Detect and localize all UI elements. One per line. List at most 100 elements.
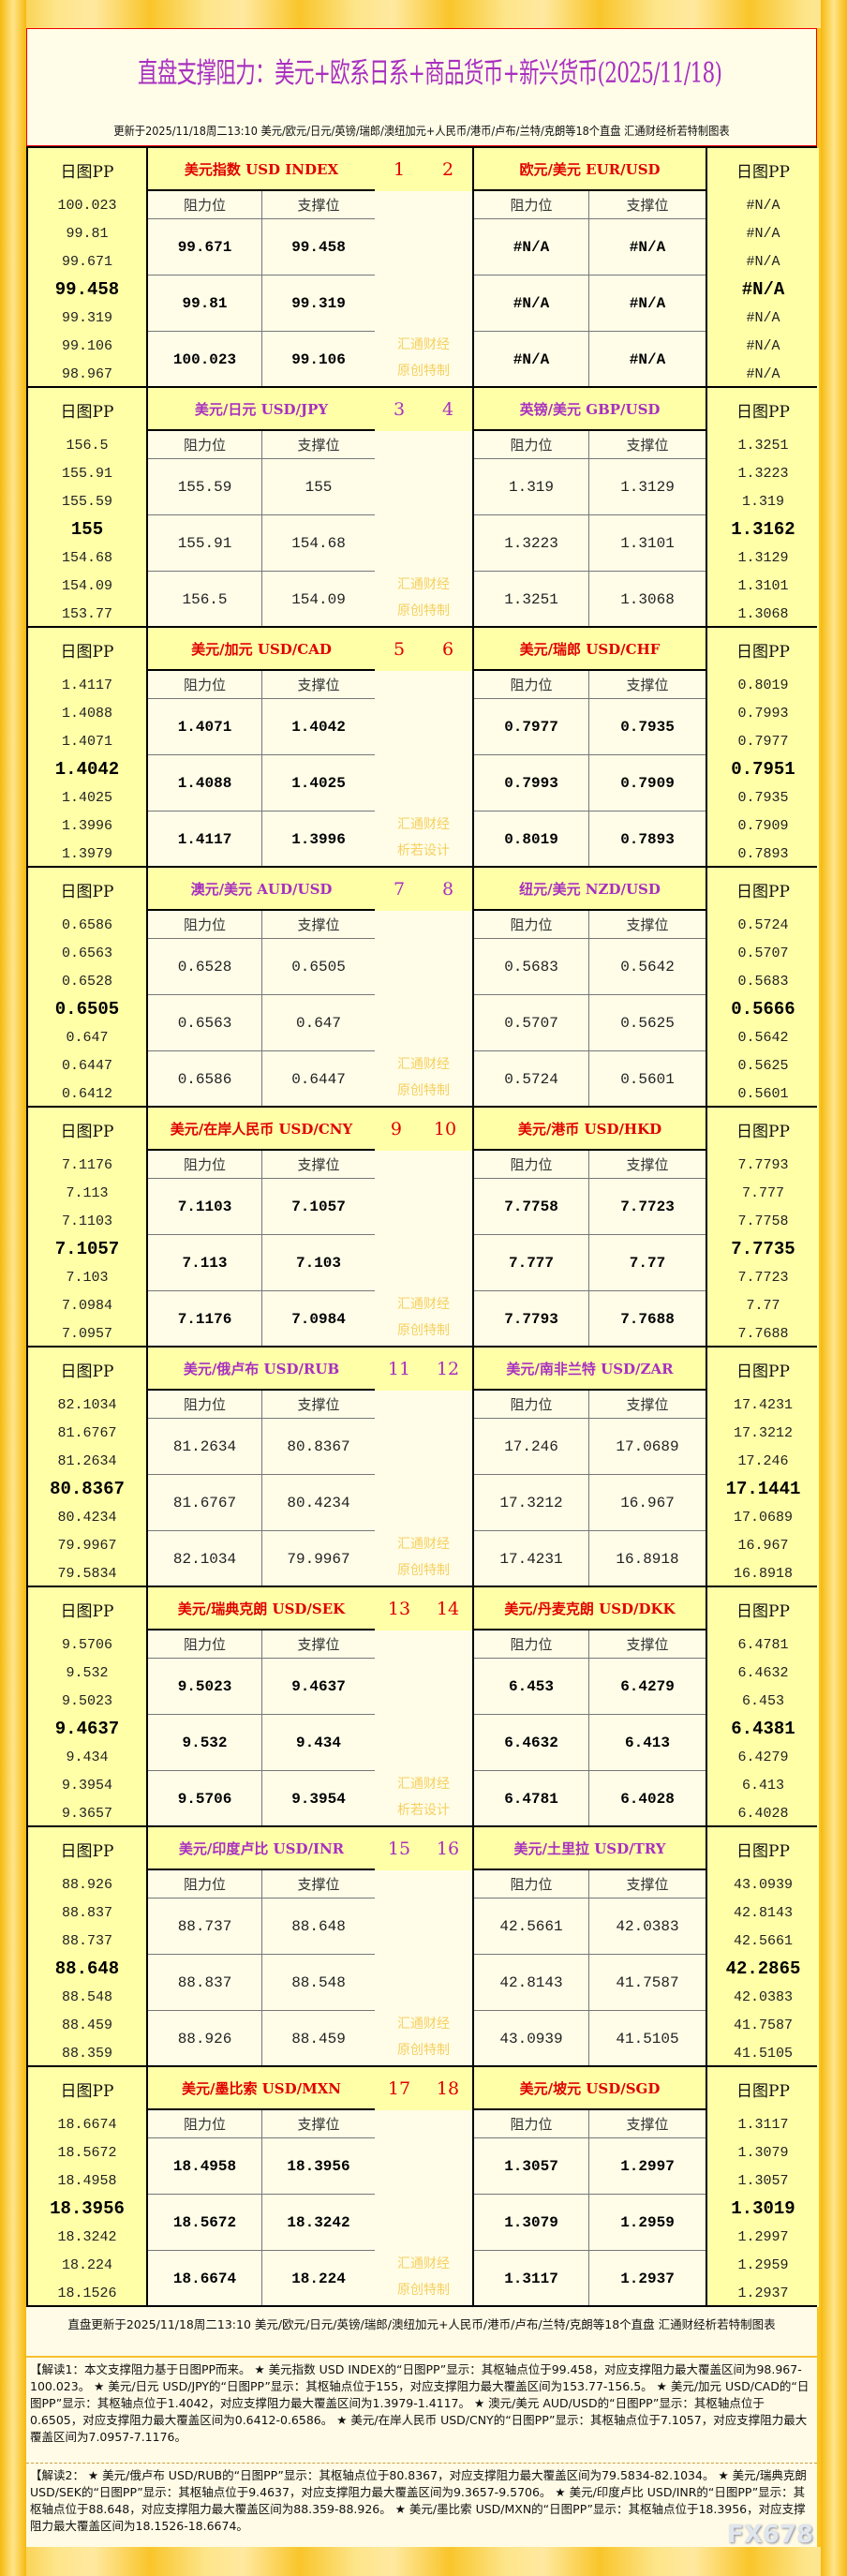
pp-value: 42.5661 [733, 1932, 793, 1949]
pp-value: 6.4632 [737, 1664, 789, 1681]
pp-value: 0.6586 [61, 916, 112, 933]
pp-value: 6.4781 [737, 1636, 789, 1653]
pp-value: 0.6528 [61, 973, 112, 990]
support-value: 0.7935 [588, 699, 706, 755]
support-value: 0.7909 [588, 755, 706, 812]
pair-title: 美元/墨比索 USD/MXN [148, 2067, 375, 2110]
right-pp-column: 日图PP 6.4781 6.4632 6.453 6.4381 6.4279 6.413 6.… [706, 1587, 819, 1827]
pp-value: 7.0984 [61, 1297, 112, 1314]
support-value: 1.2997 [588, 2138, 706, 2195]
pp-value: 17.0689 [733, 1509, 793, 1526]
right-pp-column: 日图PP #N/A #N/A #N/A #N/A #N/A #N/A #N/A [706, 148, 819, 388]
pp-value: 17.246 [737, 1452, 789, 1469]
pp-value: 9.3954 [61, 1777, 112, 1794]
support-value: 0.5642 [588, 939, 706, 995]
pair-block: 日图PP 82.1034 81.6767 81.2634 80.8367 80.4234 7… [26, 1346, 819, 1587]
pp-value: 1.3996 [61, 817, 112, 834]
note-2: 【解读2： ★ 美元/俄卢布 USD/RUB的“日图PP”显示：其枢轴点位于80… [26, 2464, 817, 2547]
pair-title: 美元/瑞郎 USD/CHF [474, 628, 706, 671]
pair-number: 9 [390, 1119, 403, 1139]
right-pp-column: 日图PP 43.0939 42.8143 42.5661 42.2865 42.0383 4… [706, 1827, 819, 2067]
pp-header: 日图PP [736, 2081, 790, 2101]
pp-value: 7.113 [66, 1184, 109, 1201]
pp-value: 0.7935 [737, 789, 789, 806]
pp-value: 9.3657 [61, 1805, 112, 1822]
pp-value: 156.5 [66, 437, 109, 454]
pair-title: 美元/土里拉 USD/TRY [474, 1827, 706, 1870]
resistance-value: 0.8019 [474, 812, 588, 868]
pivot-value: 1.4042 [54, 759, 120, 780]
pp-value: 17.4231 [733, 1396, 793, 1413]
watermark-line: 汇通财经 [397, 337, 450, 352]
pp-value: 7.1103 [61, 1213, 112, 1229]
resistance-value: 0.5707 [474, 995, 588, 1051]
pivot-value: 7.7735 [731, 1239, 795, 1259]
pair-block: 日图PP 18.6674 18.5672 18.4958 18.3956 18.3242 1… [26, 2065, 819, 2307]
note-1-text: 【解读1：本文支撑阻力基于日图PP而来。 ★ 美元指数 USD INDEX的“日… [30, 2362, 810, 2444]
resistance-value: 81.6767 [148, 1475, 261, 1531]
pp-value: 0.7977 [737, 733, 789, 750]
support-value: 99.319 [261, 275, 375, 332]
bottom-band [0, 2547, 847, 2576]
pp-value: 18.3242 [57, 2228, 117, 2245]
pair-number: 5 [393, 639, 406, 660]
watermark-line: 汇通财经 [397, 1537, 450, 1552]
pp-header: 日图PP [60, 1362, 114, 1381]
pair-number: 6 [441, 639, 454, 660]
pair-title: 英镑/美元 GBP/USD [474, 388, 706, 431]
resistance-value: 1.3251 [474, 572, 588, 628]
resistance-value: 156.5 [148, 572, 261, 628]
support-value: 0.5601 [588, 1051, 706, 1108]
pair-number: 4 [441, 399, 454, 420]
pp-value: 17.3212 [733, 1424, 793, 1441]
pivot-value: 17.1441 [725, 1479, 801, 1499]
pp-value: 81.2634 [57, 1452, 117, 1469]
support-label: 支撑位 [588, 911, 706, 939]
support-value: 16.967 [588, 1475, 706, 1531]
support-value: 7.0984 [261, 1291, 375, 1348]
support-value: 9.434 [261, 1715, 375, 1771]
pair-title: 美元/坡元 USD/SGD [474, 2067, 706, 2110]
pp-value: 0.5683 [737, 973, 789, 990]
watermark: 汇通财经 析若设计 [375, 671, 474, 868]
resistance-value: 0.5724 [474, 1051, 588, 1108]
pp-value: 7.103 [66, 1269, 109, 1286]
support-label: 支撑位 [261, 431, 375, 459]
watermark-line: 汇通财经 [397, 817, 450, 832]
resistance-value: 43.0939 [474, 2011, 588, 2067]
support-label: 支撑位 [588, 1630, 706, 1659]
pp-value: 99.671 [61, 253, 112, 270]
pp-value: 98.967 [61, 365, 112, 382]
resistance-value: 7.1176 [148, 1291, 261, 1348]
support-value: 99.106 [261, 332, 375, 388]
support-label: 支撑位 [261, 911, 375, 939]
support-value: 1.4025 [261, 755, 375, 812]
support-value: 1.3101 [588, 515, 706, 572]
resistance-value: 7.1103 [148, 1179, 261, 1235]
support-label: 支撑位 [261, 191, 375, 219]
pp-value: 9.532 [66, 1664, 109, 1681]
pair-block: 日图PP 1.4117 1.4088 1.4071 1.4042 1.4025 1.3996… [26, 626, 819, 868]
pair-number: 16 [436, 1839, 460, 1859]
pivot-value: 9.4637 [54, 1719, 120, 1739]
pp-header: 日图PP [736, 1362, 790, 1381]
support-value: 1.2959 [588, 2195, 706, 2251]
pp-value: 18.4958 [57, 2172, 117, 2189]
left-pp-column: 日图PP 88.926 88.837 88.737 88.648 88.548 88.459… [28, 1827, 148, 2067]
support-value: 1.3996 [261, 812, 375, 868]
support-value: 6.4028 [588, 1771, 706, 1827]
pair-title: 美元指数 USD INDEX [148, 148, 375, 191]
pp-value: 1.319 [741, 493, 784, 510]
resistance-value: 1.3079 [474, 2195, 588, 2251]
support-value: 154.09 [261, 572, 375, 628]
pp-value: 0.5642 [737, 1029, 789, 1046]
resistance-value: 0.7977 [474, 699, 588, 755]
pp-value: 1.3979 [61, 845, 112, 862]
resistance-label: 阻力位 [474, 2110, 588, 2138]
resistance-label: 阻力位 [148, 911, 261, 939]
pp-value: 0.6447 [61, 1057, 112, 1074]
title-box: 直盘支撑阻力：美元+欧系日系+商品货币+新兴货币(2025/11/18) 更新于… [26, 28, 817, 146]
resistance-value: 99.81 [148, 275, 261, 332]
